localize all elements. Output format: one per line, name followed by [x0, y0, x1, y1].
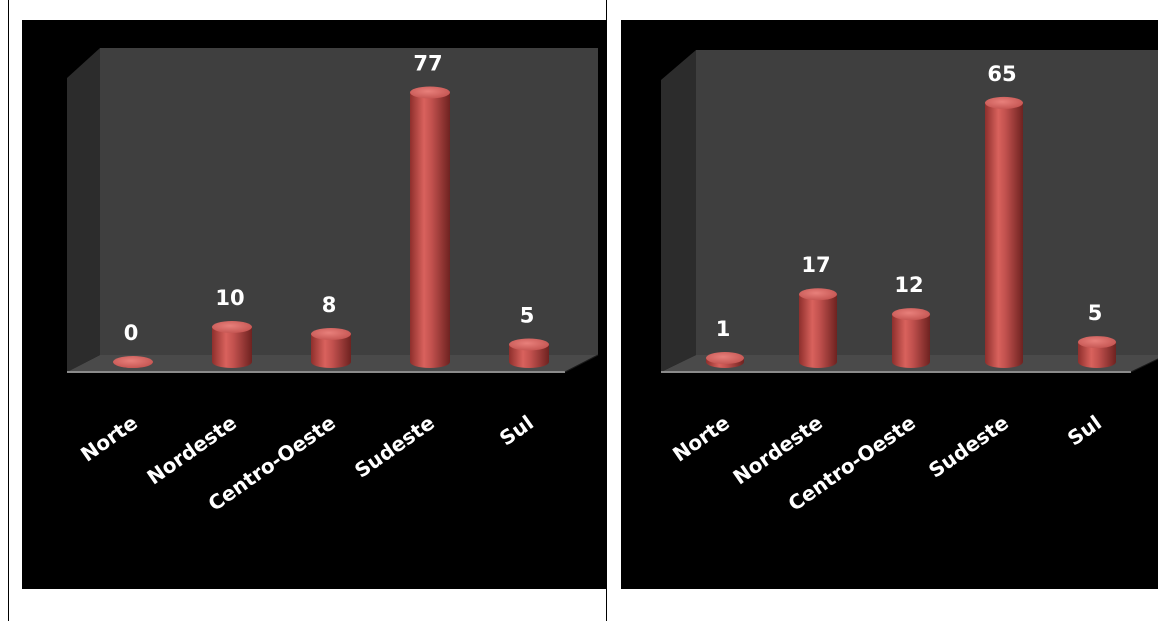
page-border-left	[8, 0, 9, 621]
chart-right: 1Norte17Nordeste12Centro-Oeste65Sudeste5…	[661, 50, 1158, 516]
value-label-sul: 5	[520, 304, 535, 328]
tick-label-sudeste: Sudeste	[924, 410, 1013, 482]
value-label-norte: 0	[124, 321, 139, 345]
bar-centro-oeste	[311, 328, 351, 368]
chart-panel-left: 0 Norte 10 Nordeste 8 Centro-Oeste 77 Sudeste 5 S…	[22, 20, 606, 589]
floor-side-edge	[1130, 358, 1158, 373]
chart-left: 0Norte10Nordeste8Centro-Oeste77Sudeste5S…	[67, 48, 599, 516]
value-label-sudeste: 77	[413, 52, 442, 76]
bar-norte	[706, 352, 744, 368]
side-wall	[661, 50, 696, 372]
tick-label-norte: Norte	[668, 410, 734, 466]
value-label-sudeste: 65	[987, 62, 1016, 86]
bar-sudeste	[410, 86, 450, 368]
tick-label-sul: Sul	[495, 410, 538, 450]
value-label-centro-oeste: 8	[322, 293, 337, 317]
value-label-sul: 5	[1088, 301, 1103, 325]
bar-sul	[509, 338, 549, 368]
value-label-nordeste: 10	[215, 286, 244, 310]
tick-label-norte: Norte	[76, 410, 142, 466]
cell-divider	[606, 0, 607, 621]
back-wall	[100, 48, 598, 355]
back-wall	[696, 50, 1158, 355]
bar-sudeste	[985, 96, 1023, 368]
chart-panel-right: 1 Norte 17 Nordeste 12 Centro-Oeste 65 Sudeste 5…	[621, 20, 1158, 589]
tick-label-sudeste: Sudeste	[350, 410, 439, 482]
bar-centro-oeste	[892, 308, 930, 368]
side-wall	[67, 48, 100, 372]
tick-label-nordeste: Nordeste	[143, 410, 241, 489]
tick-label-sul: Sul	[1063, 410, 1106, 450]
bar-sul	[1078, 336, 1116, 368]
value-label-centro-oeste: 12	[894, 273, 923, 297]
value-label-norte: 1	[716, 317, 731, 341]
bar-nordeste	[799, 288, 837, 368]
bar-norte	[113, 356, 153, 368]
bar-nordeste	[212, 321, 252, 368]
floor-side-edge	[564, 354, 599, 373]
value-label-nordeste: 17	[801, 253, 830, 277]
